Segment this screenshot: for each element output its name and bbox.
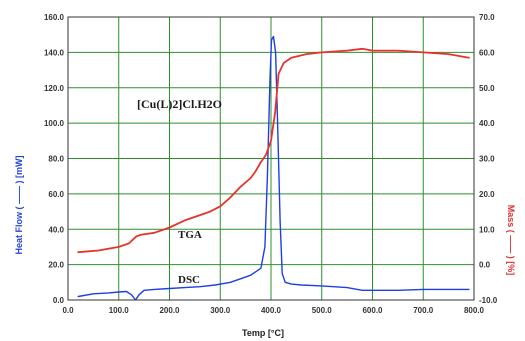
left-tick-label: 160.0 (44, 13, 65, 22)
right-tick-label: 30.0 (479, 155, 495, 164)
left-tick-label: 0.0 (53, 296, 65, 305)
compound-label: [Cu(L)2]Cl.H2O (137, 97, 222, 111)
right-axis-title: Mass ( —— ) [%] (506, 205, 516, 276)
x-tick-label: 600.0 (362, 306, 383, 315)
right-tick-label: 0.0 (479, 261, 491, 270)
dsc-label: DSC (178, 274, 200, 286)
x-tick-label: 100.0 (109, 306, 130, 315)
dsc-series-line (77, 35, 470, 301)
x-tick-label: 800.0 (464, 306, 485, 315)
right-tick-label: 50.0 (479, 84, 495, 93)
left-axis-title: Heat Flow ( —— ) [mW] (14, 156, 24, 255)
left-tick-label: 100.0 (44, 119, 65, 128)
x-tick-label: 700.0 (413, 306, 434, 315)
plot-frame (67, 16, 475, 301)
x-tick-label: 200.0 (159, 306, 180, 315)
left-tick-label: 80.0 (48, 155, 64, 164)
right-tick-label: -10.0 (479, 296, 498, 305)
x-tick-label: 500.0 (312, 306, 333, 315)
tga-label: TGA (178, 229, 202, 241)
left-tick-label: 120.0 (44, 84, 65, 93)
left-tick-label: 60.0 (48, 190, 64, 199)
x-tick-label: 0.0 (62, 306, 74, 315)
x-axis-title: Temp [°C] (242, 328, 284, 338)
x-tick-label: 400.0 (261, 306, 282, 315)
left-tick-label: 140.0 (44, 48, 65, 57)
right-tick-label: 20.0 (479, 190, 495, 199)
right-tick-label: 70.0 (479, 13, 495, 22)
left-tick-label: 20.0 (48, 261, 64, 270)
right-tick-label: 60.0 (479, 48, 495, 57)
right-tick-label: 10.0 (479, 225, 495, 234)
tga-series-line (77, 47, 470, 254)
right-tick-label: 40.0 (479, 119, 495, 128)
left-tick-label: 40.0 (48, 225, 64, 234)
x-tick-label: 300.0 (210, 306, 231, 315)
